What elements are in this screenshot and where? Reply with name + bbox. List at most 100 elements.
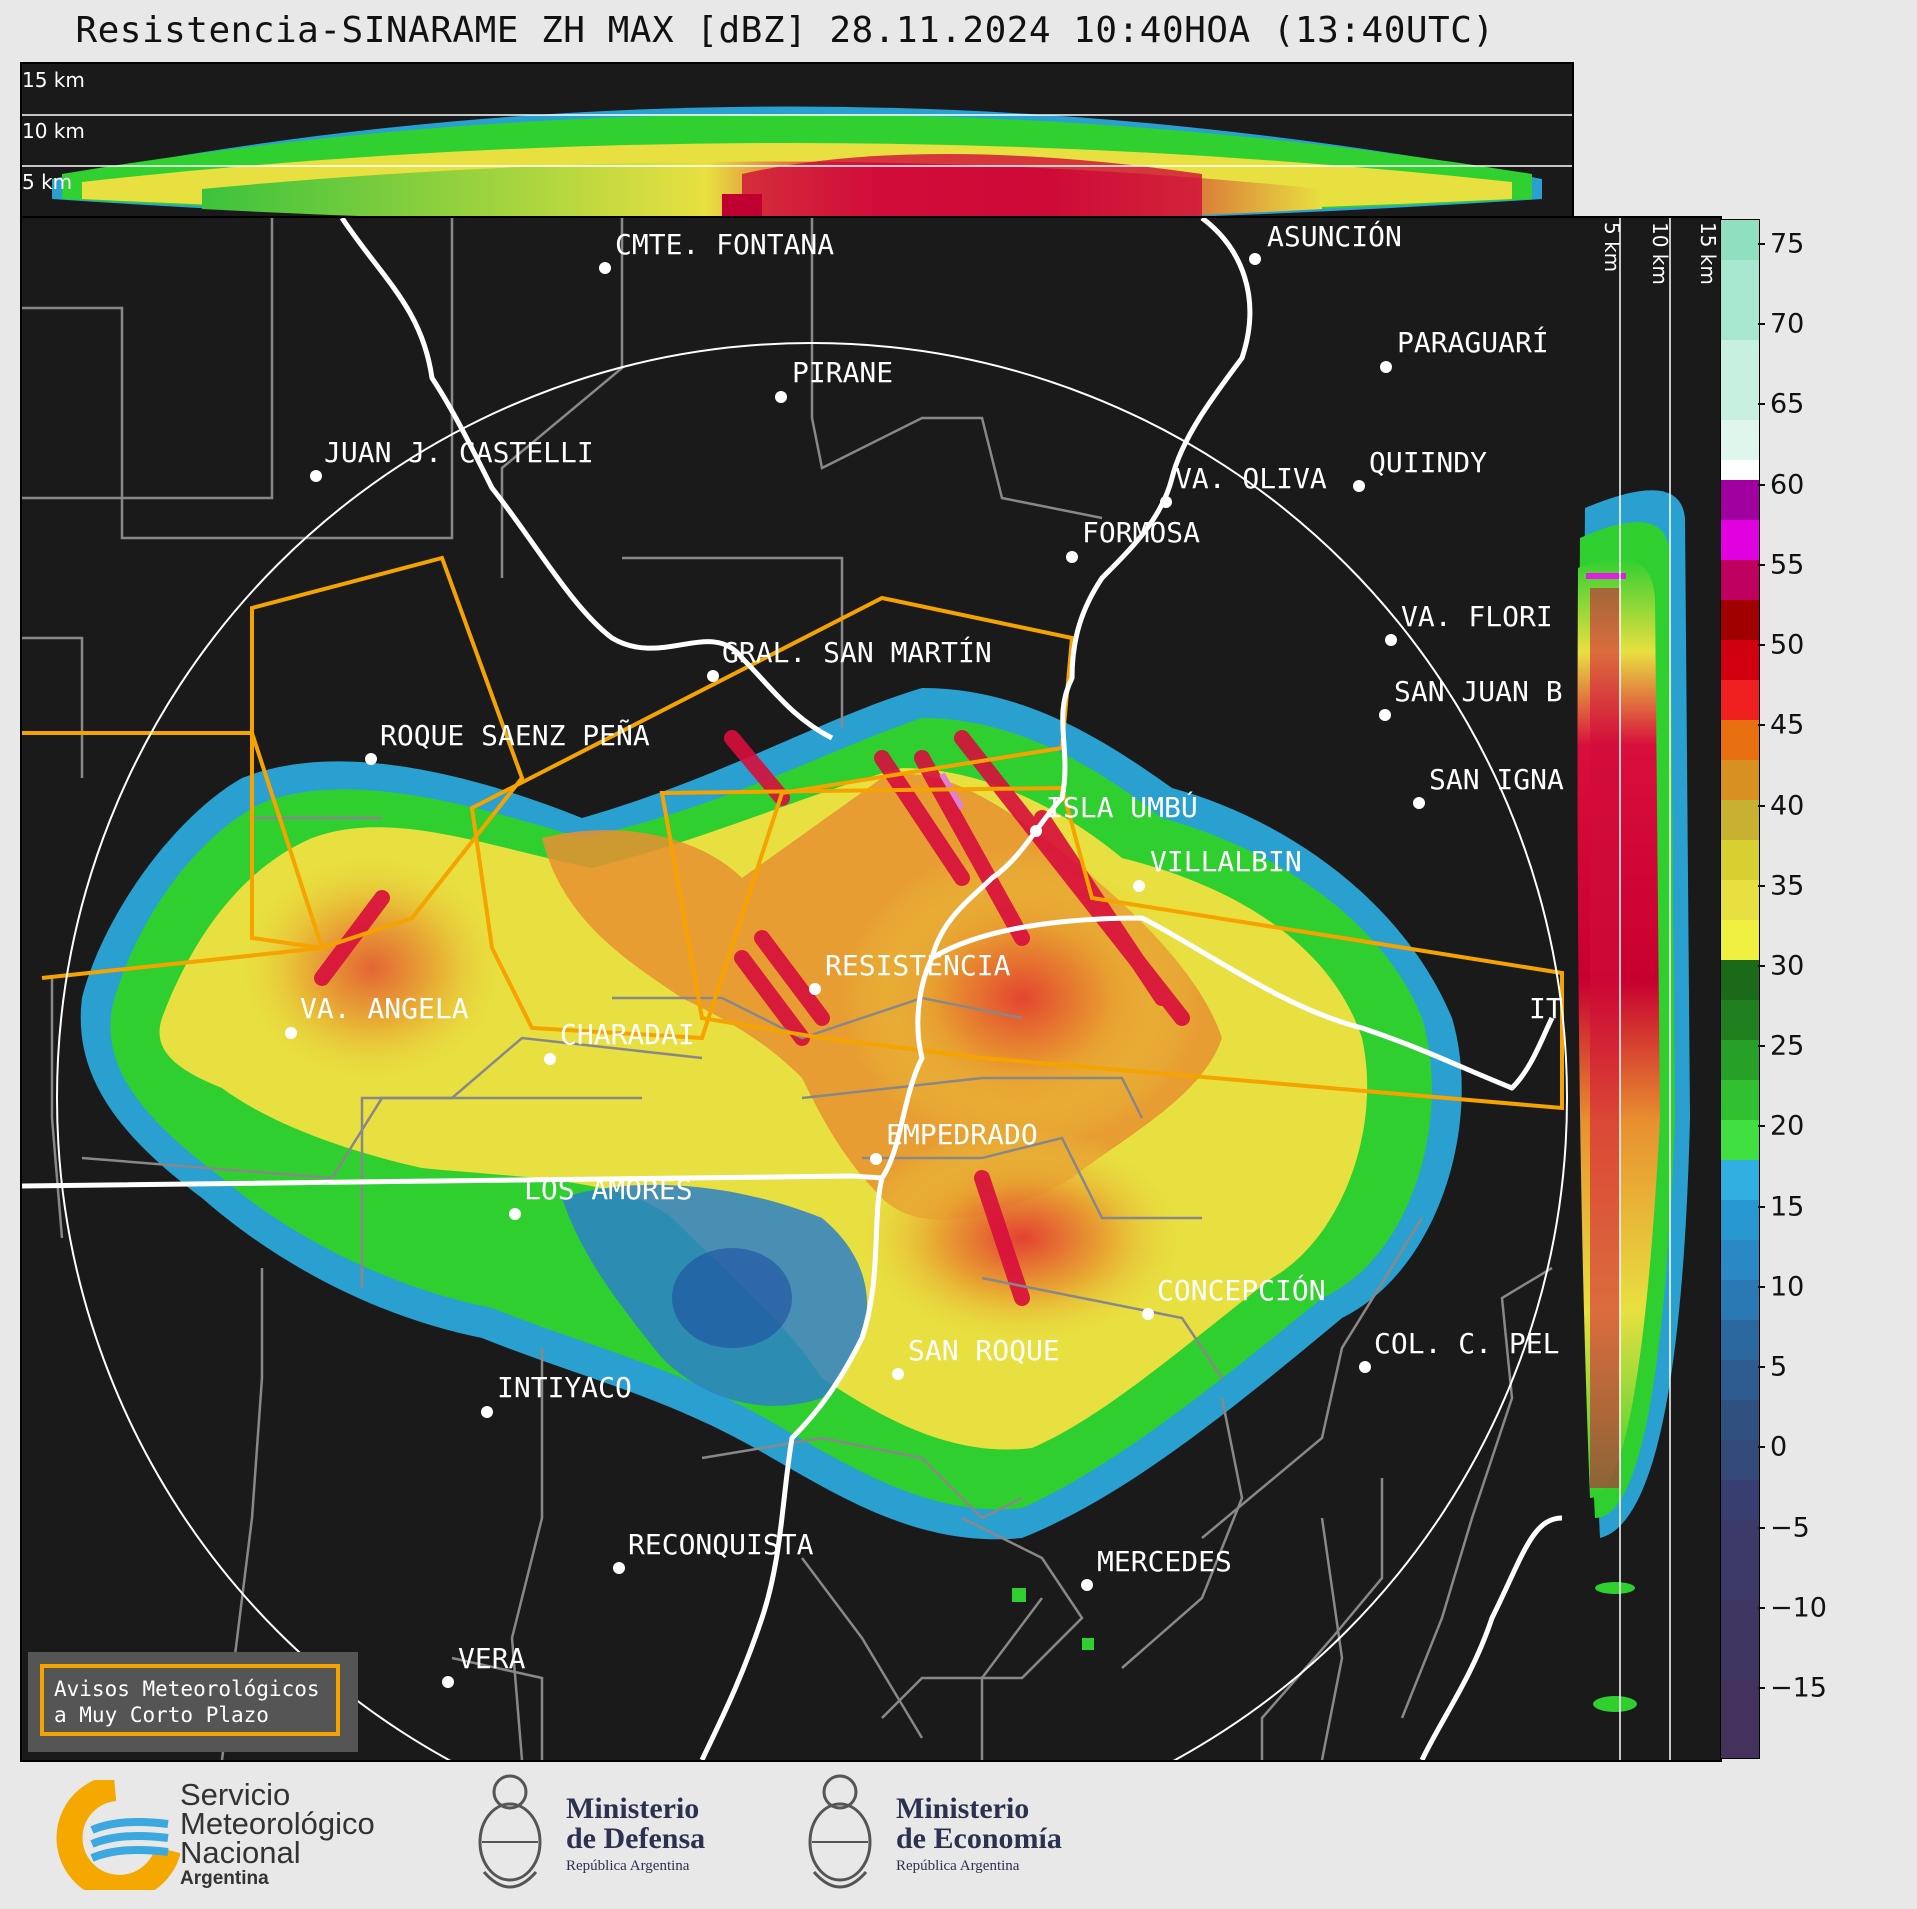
city-label: CMTE. FONTANA: [615, 228, 834, 261]
colorbar-tick-mark: [1758, 805, 1765, 807]
side-cross-section: 5 km 10 km 15 km: [1570, 216, 1722, 1762]
colorbar-tick-label: 55: [1770, 549, 1805, 581]
boundaries: [22, 218, 1553, 1760]
colorbar-tick-label: 5: [1770, 1351, 1788, 1383]
side-altitude-label-5km: 5 km: [1600, 222, 1624, 273]
city-label: QUIINDY: [1369, 446, 1487, 479]
economia-logo-line2: de Economía: [896, 1822, 1062, 1855]
warning-legend-frame: Avisos Meteorológicos a Muy Corto Plazo: [40, 1664, 340, 1736]
colorbar-tick-mark: [1758, 1607, 1765, 1609]
city-label: VA. FLORI: [1401, 600, 1553, 633]
colorbar-tick-label: 65: [1770, 388, 1805, 420]
smn-logo-mark: [56, 1775, 181, 1901]
colorbar-tick-label: 75: [1770, 228, 1805, 260]
warning-legend-line1: Avisos Meteorológicos: [54, 1677, 320, 1701]
city-label: CONCEPCIÓN: [1157, 1273, 1326, 1307]
city-label: SAN JUAN B: [1394, 675, 1563, 708]
economia-logo-line3: República Argentina: [896, 1858, 1020, 1874]
colorbar-tick-mark: [1758, 1527, 1765, 1529]
colorbar-tick-label: −5: [1770, 1512, 1810, 1544]
city-label: RESISTENCIA: [825, 949, 1011, 982]
smn-logo: Servicio Meteorológico Nacional Argentin…: [50, 1775, 410, 1901]
colorbar-tick-mark: [1758, 484, 1765, 486]
colorbar-tick-mark: [1758, 1206, 1765, 1208]
colorbar-tick-label: 20: [1770, 1110, 1805, 1142]
colorbar-tick-mark: [1758, 1446, 1765, 1448]
economia-logo-line1: Ministerio: [896, 1792, 1030, 1825]
city-label: RECONQUISTA: [628, 1528, 814, 1561]
altitude-label-10km: 10 km: [22, 119, 85, 143]
city-label: ROQUE SAENZ PEÑA: [380, 718, 650, 752]
colorbar-tick-mark: [1758, 564, 1765, 566]
colorbar-tick-mark: [1758, 323, 1765, 325]
radar-map: CMTE. FONTANA ASUNCIÓN PIRANE PARAGUARÍ …: [20, 216, 1574, 1762]
defensa-logo-line2: de Defensa: [566, 1822, 706, 1855]
coat-of-arms-icon: [808, 1774, 872, 1889]
side-altitude-label-15km: 15 km: [1696, 222, 1720, 285]
economia-logo: Ministerio de Economía República Argenti…: [800, 1762, 1120, 1902]
city-label: VA. ANGELA: [300, 992, 469, 1025]
radar-map-svg: CMTE. FONTANA ASUNCIÓN PIRANE PARAGUARÍ …: [22, 218, 1568, 1760]
city-label: ISLA UMBÚ: [1046, 790, 1198, 824]
city-label: COL. C. PEL: [1374, 1327, 1559, 1360]
reflectivity-colorbar: [1720, 219, 1760, 1759]
page-title: Resistencia-SINARAME ZH MAX [dBZ] 28.11.…: [75, 10, 1495, 51]
colorbar-tick-label: −15: [1770, 1672, 1827, 1704]
city-label: VILLALBIN: [1150, 845, 1302, 878]
side-cross-section-image: [1577, 218, 1690, 1760]
city-label: GRAL. SAN MARTÍN: [722, 635, 992, 669]
city-label: IT: [1529, 992, 1563, 1025]
colorbar-tick-label: 50: [1770, 629, 1805, 661]
smn-logo-line1: Servicio: [180, 1777, 291, 1812]
city-label: INTIYACO: [497, 1371, 632, 1404]
colorbar-tick-mark: [1758, 1366, 1765, 1368]
cities: CMTE. FONTANA ASUNCIÓN PIRANE PARAGUARÍ …: [285, 219, 1564, 1688]
colorbar-tick-label: 0: [1770, 1431, 1788, 1463]
city-label: MERCEDES: [1097, 1545, 1232, 1578]
city-label: PIRANE: [792, 356, 893, 389]
city-label: VA. OLIVA: [1175, 462, 1327, 495]
defensa-logo: Ministerio de Defensa República Argentin…: [470, 1762, 770, 1902]
colorbar-tick-label: −10: [1770, 1592, 1827, 1624]
colorbar-tick-label: 40: [1770, 790, 1805, 822]
smn-logo-line2: Meteorológico: [180, 1806, 375, 1841]
city-label: SAN ROQUE: [908, 1334, 1060, 1367]
city-label: CHARADAI: [560, 1018, 695, 1051]
range-ring: [56, 342, 1568, 1760]
smn-logo-line4: Argentina: [180, 1868, 269, 1889]
city-label: LOS AMORES: [524, 1173, 693, 1206]
city-label: JUAN J. CASTELLI: [324, 436, 594, 469]
smn-logo-line3: Nacional: [180, 1835, 301, 1870]
defensa-logo-line1: Ministerio: [566, 1792, 700, 1825]
altitude-label-15km: 15 km: [22, 68, 85, 92]
colorbar-tick-label: 10: [1770, 1271, 1805, 1303]
top-cross-section-image: [22, 106, 1572, 218]
city-label: SAN IGNA: [1429, 763, 1564, 796]
colorbar-tick-mark: [1758, 965, 1765, 967]
colorbar-tick-label: 70: [1770, 308, 1805, 340]
rivers: [22, 218, 1563, 1760]
colorbar-tick-mark: [1758, 1045, 1765, 1047]
colorbar-tick-label: 60: [1770, 469, 1805, 501]
city-label: ASUNCIÓN: [1267, 219, 1402, 253]
colorbar-tick-mark: [1758, 1286, 1765, 1288]
colorbar-tick-label: 35: [1770, 870, 1805, 902]
altitude-label-5km: 5 km: [22, 170, 73, 194]
colorbar-tick-mark: [1758, 724, 1765, 726]
defensa-logo-line3: República Argentina: [566, 1858, 690, 1874]
colorbar-tick-mark: [1758, 1125, 1765, 1127]
colorbar-tick-label: 15: [1770, 1191, 1805, 1223]
city-label: FORMOSA: [1082, 516, 1200, 549]
colorbar-tick-mark: [1758, 403, 1765, 405]
city-label: VERA: [458, 1642, 526, 1675]
city-label: EMPEDRADO: [886, 1118, 1038, 1151]
warning-legend-line2: a Muy Corto Plazo: [54, 1703, 269, 1727]
colorbar-tick-mark: [1758, 644, 1765, 646]
colorbar-tick-mark: [1758, 1687, 1765, 1689]
coat-of-arms-icon: [478, 1774, 542, 1889]
colorbar-tick-label: 25: [1770, 1030, 1805, 1062]
colorbar-tick-mark: [1758, 243, 1765, 245]
colorbar-tick-label: 45: [1770, 709, 1805, 741]
colorbar-tick-mark: [1758, 885, 1765, 887]
city-label: PARAGUARÍ: [1397, 325, 1549, 359]
